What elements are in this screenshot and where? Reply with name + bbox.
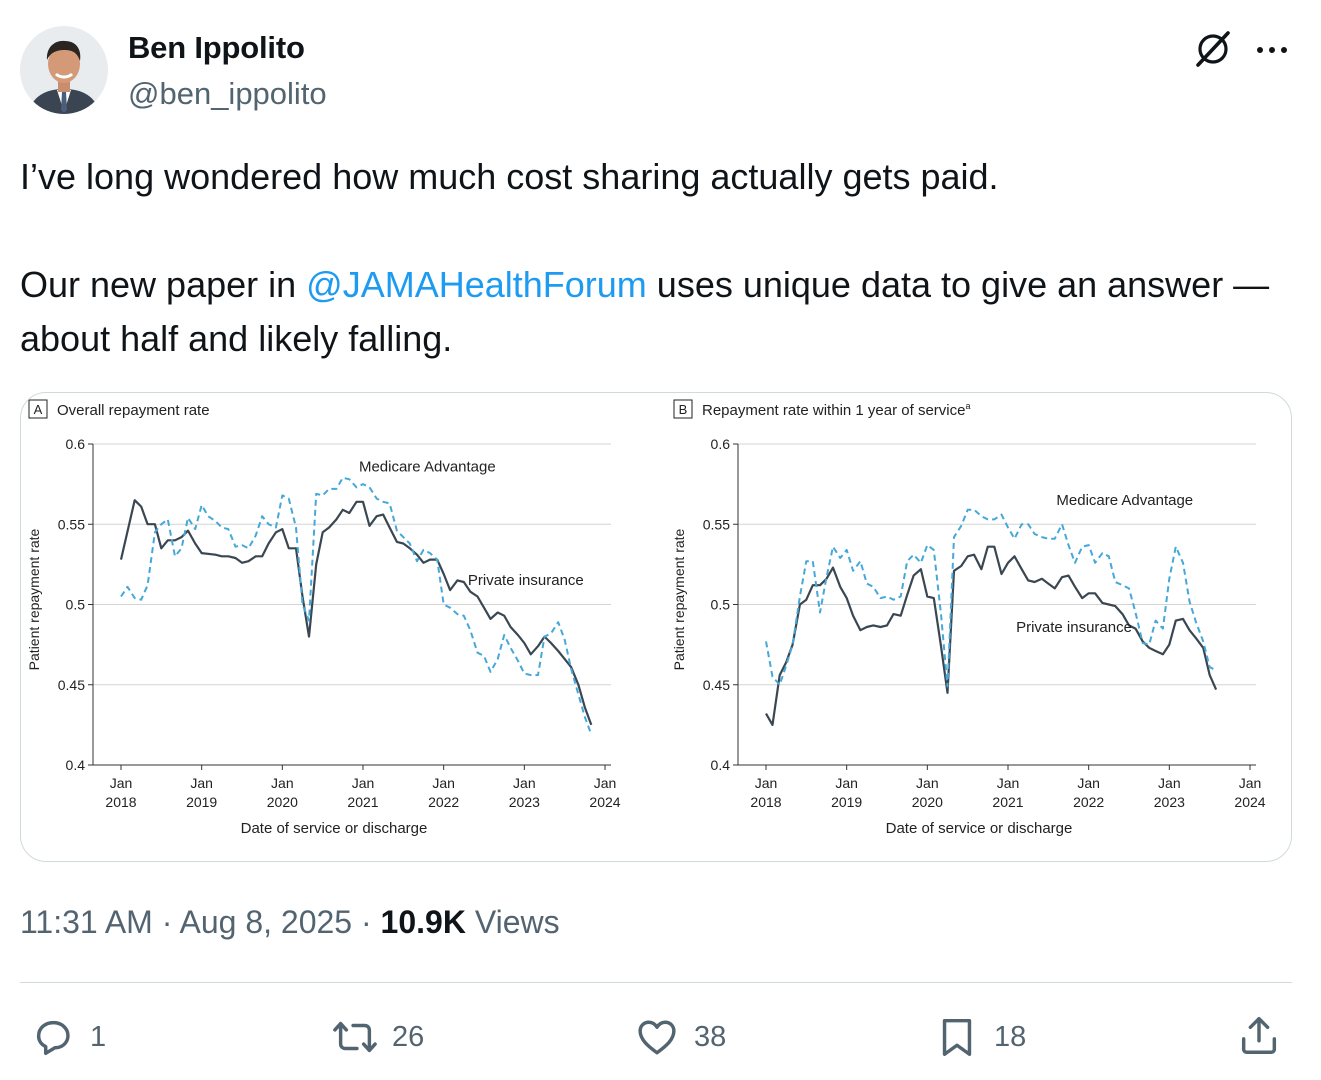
x-tick-label: 2018	[750, 794, 781, 810]
x-tick-label: 2018	[105, 794, 136, 810]
x-tick-label: Jan	[1158, 775, 1181, 791]
x-axis-label: Date of service or discharge	[886, 820, 1073, 837]
repost-button[interactable]: 26	[332, 1012, 424, 1062]
x-tick-label: 2021	[347, 794, 378, 810]
series-label: Medicare Advantage	[1056, 492, 1193, 509]
y-tick-label: 0.45	[58, 677, 85, 693]
x-tick-label: 2021	[992, 794, 1023, 810]
y-tick-label: 0.45	[703, 677, 730, 693]
panel-letter-box	[673, 399, 693, 419]
x-tick-label: 2023	[1154, 794, 1185, 810]
chart-panel-b: B Repayment rate within 1 year of service…	[671, 399, 1266, 837]
meta-separator: ·	[352, 904, 381, 940]
y-tick-label: 0.6	[66, 436, 86, 452]
media-card[interactable]: A Overall repayment rate 0.4 0.45 0.5 0.55 0.6…	[20, 392, 1292, 862]
series-line-private-insurance	[765, 545, 1218, 726]
tweet-line-2: Our new paper in @JAMAHealthForum uses u…	[20, 258, 1310, 366]
x-tick-label: Jan	[755, 775, 778, 791]
x-tick-label: 2022	[428, 794, 459, 810]
share-button[interactable]	[1236, 1012, 1282, 1058]
divider	[20, 982, 1292, 983]
x-tick-label: 2023	[509, 794, 540, 810]
tweet-line-2-suffix: uses unique data to give an answer —abou…	[20, 264, 1270, 359]
tweet-text: I’ve long wondered how much cost sharing…	[20, 150, 1310, 366]
tweet-line-1: I’ve long wondered how much cost sharing…	[20, 156, 999, 197]
chart-panel-a: A Overall repayment rate 0.4 0.45 0.5 0.55 0.6…	[26, 399, 621, 837]
x-tick-label: Jan	[594, 775, 617, 791]
x-tick-label: Jan	[1239, 775, 1262, 791]
x-tick-label: Jan	[513, 775, 536, 791]
chart-image: A Overall repayment rate 0.4 0.45 0.5 0.55 0.6…	[26, 399, 1266, 837]
x-tick-label: Jan	[997, 775, 1020, 791]
views-label: Views	[465, 904, 560, 940]
x-tick-label: 2024	[589, 794, 620, 810]
bookmark-count: 18	[994, 1020, 1027, 1053]
tweet-line-2-prefix: Our new paper in	[20, 264, 307, 305]
author-handle[interactable]: @ben_ippolito	[128, 76, 327, 111]
y-tick-label: 0.55	[703, 516, 730, 532]
x-axis-label: Date of service or discharge	[241, 820, 428, 837]
reply-count: 1	[90, 1020, 107, 1053]
avatar-image	[20, 26, 108, 114]
series-label: Private insurance	[468, 572, 584, 589]
x-tick-label: 2020	[267, 794, 298, 810]
reply-icon	[36, 1020, 70, 1056]
x-tick-label: Jan	[271, 775, 294, 791]
bookmark-button[interactable]: 18	[934, 1012, 1026, 1062]
like-button[interactable]: 38	[634, 1012, 726, 1062]
meta-separator: ·	[152, 904, 180, 940]
tweet-time[interactable]: 11:31 AM	[20, 904, 153, 940]
x-tick-label: Jan	[432, 775, 455, 791]
panel-letter: B	[679, 402, 688, 417]
reply-button[interactable]: 1	[30, 1012, 106, 1062]
tweet-date[interactable]: Aug 8, 2025	[179, 904, 353, 940]
series-line-medicare-advantage	[120, 476, 593, 735]
x-tick-label: Jan	[352, 775, 375, 791]
mention-link[interactable]: @JAMAHealthForum	[306, 264, 647, 305]
author-name[interactable]: Ben Ippolito	[128, 30, 305, 65]
x-tick-label: 2020	[912, 794, 943, 810]
chart-title-superscript: a	[965, 401, 970, 411]
x-tick-label: Jan	[110, 775, 133, 791]
series-label: Medicare Advantage	[359, 458, 496, 475]
series-line-private-insurance	[119, 499, 593, 726]
like-count: 38	[694, 1020, 727, 1053]
y-tick-label: 0.55	[58, 516, 85, 532]
y-tick-label: 0.5	[66, 597, 86, 613]
x-tick-label: 2019	[831, 794, 862, 810]
repost-icon	[333, 1021, 377, 1053]
views-count: 10.9K	[380, 904, 466, 940]
tweet-meta: 11:31 AM · Aug 8, 2025 · 10.9K Views	[20, 904, 560, 941]
x-tick-label: 2019	[186, 794, 217, 810]
x-tick-label: Jan	[190, 775, 213, 791]
y-axis-label: Patient repayment rate	[26, 528, 42, 670]
more-options-icon[interactable]	[1252, 30, 1292, 70]
bookmark-icon	[942, 1018, 972, 1056]
y-tick-label: 0.6	[711, 436, 731, 452]
share-icon	[1241, 1016, 1277, 1054]
series-line-medicare-advantage	[765, 508, 1217, 688]
y-tick-label: 0.4	[711, 757, 731, 773]
x-tick-label: Jan	[916, 775, 939, 791]
x-tick-label: Jan	[835, 775, 858, 791]
panel-letter-box	[28, 399, 48, 419]
series-label: Private insurance	[1016, 619, 1132, 636]
y-tick-label: 0.5	[711, 597, 731, 613]
heart-icon	[638, 1020, 676, 1055]
chart-title: Overall repayment rate	[57, 402, 210, 419]
chart-title: Repayment rate within 1 year of servicea	[702, 401, 970, 419]
x-tick-label: 2022	[1073, 794, 1104, 810]
y-axis-label: Patient repayment rate	[671, 528, 687, 670]
x-tick-label: 2024	[1234, 794, 1265, 810]
panel-letter: A	[34, 402, 43, 417]
grok-icon[interactable]	[1192, 28, 1234, 70]
avatar[interactable]	[20, 26, 108, 114]
x-tick-label: Jan	[1077, 775, 1100, 791]
repost-count: 26	[392, 1020, 425, 1053]
y-tick-label: 0.4	[66, 757, 86, 773]
